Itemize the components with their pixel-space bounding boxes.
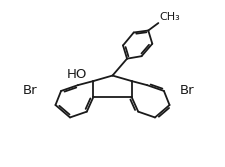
Text: HO: HO	[66, 68, 87, 81]
Text: Br: Br	[23, 84, 38, 97]
Text: CH₃: CH₃	[160, 12, 180, 22]
Text: Br: Br	[180, 84, 194, 97]
